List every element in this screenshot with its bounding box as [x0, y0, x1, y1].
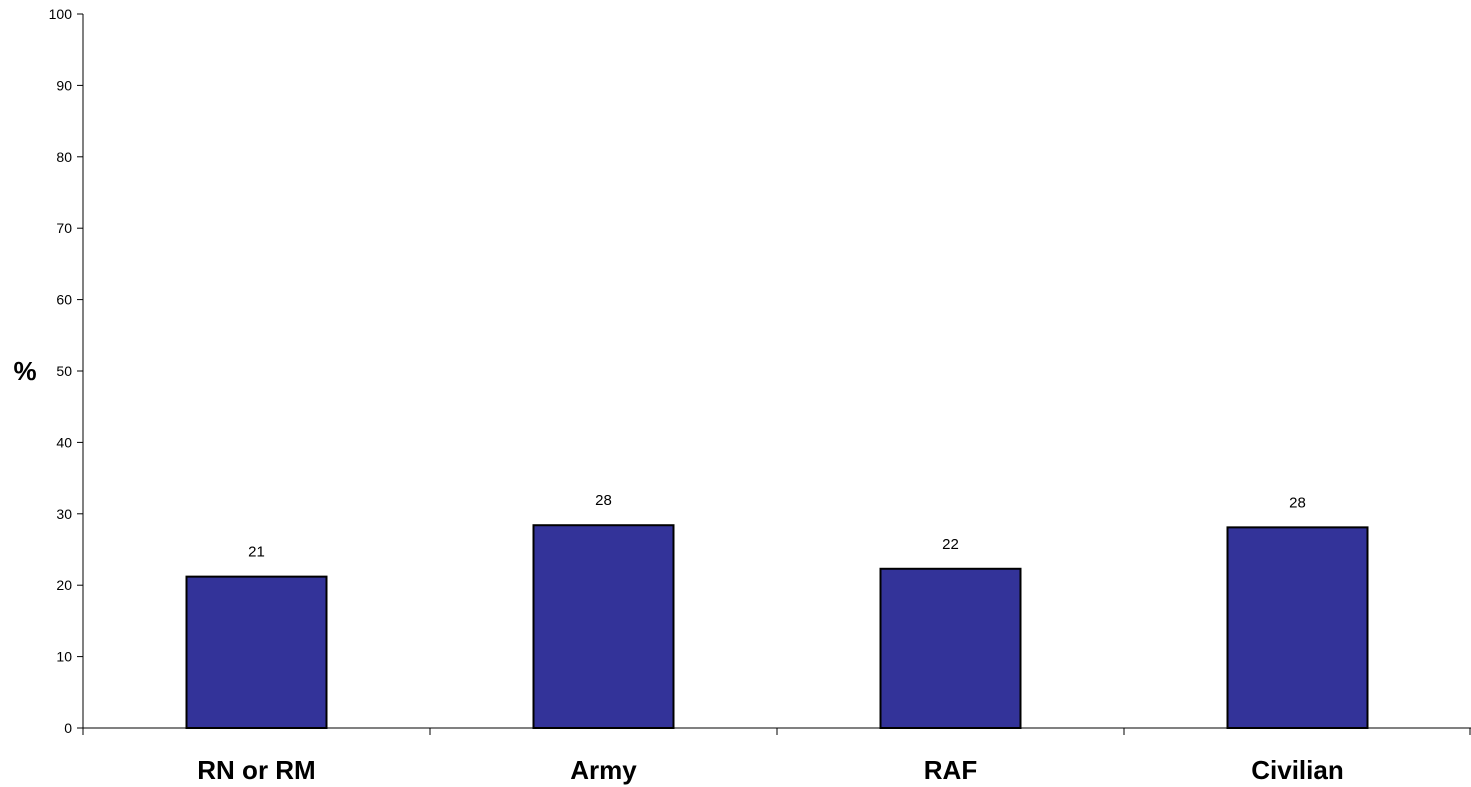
x-axis [82, 727, 1471, 735]
y-axis-label: % [13, 356, 36, 386]
y-tick-label: 20 [56, 577, 72, 593]
y-tick-label: 30 [56, 506, 72, 522]
y-tick-label: 80 [56, 149, 72, 165]
bar [879, 567, 1022, 730]
y-tick-label: 100 [49, 6, 73, 22]
x-tick-label: RN or RM [197, 755, 315, 785]
data-label: 28 [1289, 494, 1306, 511]
y-tick-label: 0 [64, 720, 72, 736]
category-labels: RN or RM Army RAF Civilian [197, 755, 1343, 785]
x-tick-label: RAF [924, 755, 977, 785]
x-tick-label: Army [570, 755, 637, 785]
x-tick-label: Civilian [1251, 755, 1343, 785]
bar [1226, 526, 1369, 730]
y-tick-label: 50 [56, 363, 72, 379]
y-tick-label: 70 [56, 220, 72, 236]
y-tick-label: 90 [56, 77, 72, 93]
data-labels: 21 28 22 28 [248, 492, 1306, 560]
y-tick-label: 40 [56, 434, 72, 450]
bar [532, 524, 675, 729]
y-tick-label: 10 [56, 649, 72, 665]
data-label: 22 [942, 536, 959, 553]
data-label: 28 [595, 492, 612, 509]
bars [185, 524, 1369, 730]
bar [185, 575, 328, 730]
y-tick-label: 60 [56, 292, 72, 308]
data-label: 21 [248, 544, 265, 561]
y-axis: 0 10 20 30 40 50 60 70 80 90 100 [49, 6, 84, 736]
